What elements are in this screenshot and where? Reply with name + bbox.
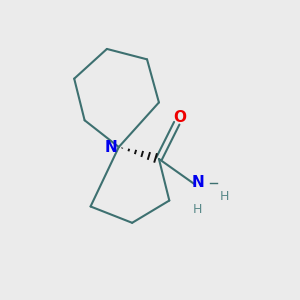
Text: O: O xyxy=(173,110,186,125)
Text: H: H xyxy=(193,203,202,216)
Text: N: N xyxy=(105,140,118,154)
Text: N: N xyxy=(191,175,204,190)
Text: H: H xyxy=(220,190,229,202)
